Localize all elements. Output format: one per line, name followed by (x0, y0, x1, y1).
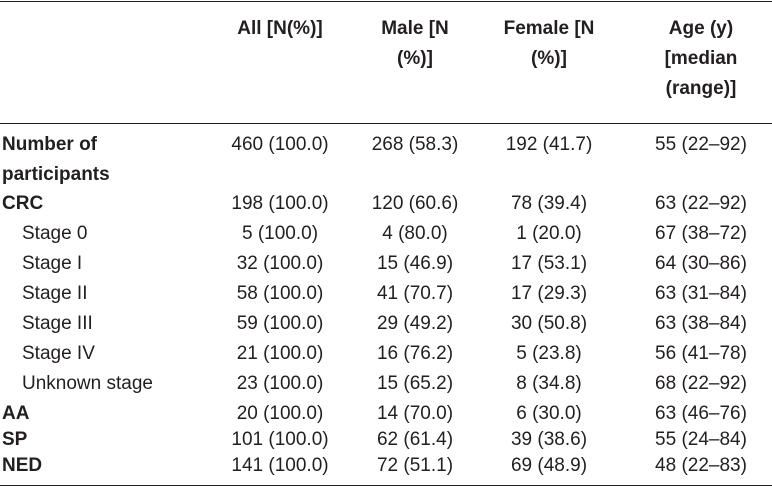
cell-all: 5 (100.0) (241, 223, 319, 244)
header-age-line-1: Age (y) (668, 18, 734, 39)
cell-female: 17 (29.3) (510, 283, 588, 304)
row-label: Stage I (22, 253, 83, 274)
table-header-rule (0, 123, 772, 124)
cell-age: 56 (41–78) (655, 343, 747, 364)
cell-male: 72 (51.1) (376, 455, 454, 476)
cell-all: 58 (100.0) (236, 283, 324, 304)
header-male: Male [N (%)] (360, 14, 470, 74)
table-bottom-rule (0, 485, 772, 486)
cell-male: 29 (49.2) (376, 313, 454, 334)
cell-all: 59 (100.0) (236, 313, 324, 334)
header-all-line: All [N(%)] (237, 18, 323, 39)
cell-female: 5 (23.8) (516, 343, 582, 364)
header-female-line-1: Female [N (503, 18, 595, 39)
row-label: Number of (2, 134, 97, 155)
cell-female: 30 (50.8) (510, 313, 588, 334)
row-label: CRC (2, 193, 44, 214)
header-age: Age (y) [median (range)] (638, 14, 764, 104)
row-label: Stage IV (22, 343, 95, 364)
cell-all: 20 (100.0) (236, 403, 324, 424)
cell-male: 120 (60.6) (371, 193, 459, 214)
row-label: SP (2, 429, 28, 450)
cell-male: 62 (61.4) (376, 429, 454, 450)
cell-age: 63 (22–92) (655, 193, 747, 214)
cell-female: 192 (41.7) (505, 134, 593, 155)
table-row-stage-i: Stage I 32 (100.0) 15 (46.9) 17 (53.1) 6… (0, 249, 772, 279)
table-row-aa: AA 20 (100.0) 14 (70.0) 6 (30.0) 63 (46–… (0, 399, 772, 429)
cell-male: 4 (80.0) (382, 223, 448, 244)
cell-male: 14 (70.0) (376, 403, 454, 424)
table-row-crc: CRC 198 (100.0) 120 (60.6) 78 (39.4) 63 … (0, 189, 772, 219)
table-row-sp: SP 101 (100.0) 62 (61.4) 39 (38.6) 55 (2… (0, 425, 772, 455)
cell-male: 15 (46.9) (376, 253, 454, 274)
cell-age: 63 (31–84) (655, 283, 747, 304)
table-row-stage-ii: Stage II 58 (100.0) 41 (70.7) 17 (29.3) … (0, 279, 772, 309)
cell-age: 55 (24–84) (655, 429, 747, 450)
row-label-line-2: participants (2, 164, 110, 185)
row-label: AA (2, 403, 30, 424)
cell-age: 63 (46–76) (655, 403, 747, 424)
row-label: Stage 0 (22, 223, 88, 244)
row-label: Stage III (22, 313, 93, 334)
row-label: Stage II (22, 283, 88, 304)
cell-age: 48 (22–83) (655, 455, 747, 476)
cell-all: 198 (100.0) (231, 193, 329, 214)
cell-female: 17 (53.1) (510, 253, 588, 274)
cell-all: 21 (100.0) (236, 343, 324, 364)
cell-age: 63 (38–84) (655, 313, 747, 334)
table-row-stage-iii: Stage III 59 (100.0) 29 (49.2) 30 (50.8)… (0, 309, 772, 339)
cell-male: 41 (70.7) (376, 283, 454, 304)
header-age-line-3: (range)] (665, 78, 737, 99)
cell-age: 64 (30–86) (655, 253, 747, 274)
cell-age: 67 (38–72) (655, 223, 747, 244)
cell-male: 268 (58.3) (371, 134, 459, 155)
cell-all: 32 (100.0) (236, 253, 324, 274)
header-age-line-2: [median (664, 48, 738, 69)
header-male-line-2: (%)] (397, 48, 433, 69)
cell-female: 6 (30.0) (516, 403, 582, 424)
cell-female: 8 (34.8) (516, 373, 582, 394)
cell-female: 69 (48.9) (510, 455, 588, 476)
cell-age: 68 (22–92) (655, 373, 747, 394)
cell-male: 15 (65.2) (376, 373, 454, 394)
table-row-unknown-stage: Unknown stage 23 (100.0) 15 (65.2) 8 (34… (0, 369, 772, 399)
row-label: Unknown stage (22, 373, 153, 394)
cell-age: 55 (22–92) (655, 134, 747, 155)
cell-all: 460 (100.0) (231, 134, 329, 155)
cell-female: 78 (39.4) (510, 193, 588, 214)
cell-male: 16 (76.2) (376, 343, 454, 364)
header-all: All [N(%)] (218, 14, 342, 44)
table-row-ned: NED 141 (100.0) 72 (51.1) 69 (48.9) 48 (… (0, 451, 772, 481)
table-row-participants: Number of participants 460 (100.0) 268 (… (0, 130, 772, 185)
row-label: NED (2, 455, 43, 476)
cell-female: 1 (20.0) (516, 223, 582, 244)
cell-all: 141 (100.0) (231, 455, 329, 476)
table-top-rule (0, 1, 772, 2)
cell-all: 101 (100.0) (231, 429, 329, 450)
table-row-stage-0: Stage 0 5 (100.0) 4 (80.0) 1 (20.0) 67 (… (0, 219, 772, 249)
header-female-line-2: (%)] (531, 48, 567, 69)
cell-all: 23 (100.0) (236, 373, 324, 394)
table-row-stage-iv: Stage IV 21 (100.0) 16 (76.2) 5 (23.8) 5… (0, 339, 772, 369)
header-male-line-1: Male [N (381, 18, 449, 39)
header-female: Female [N (%)] (484, 14, 614, 74)
cell-female: 39 (38.6) (510, 429, 588, 450)
